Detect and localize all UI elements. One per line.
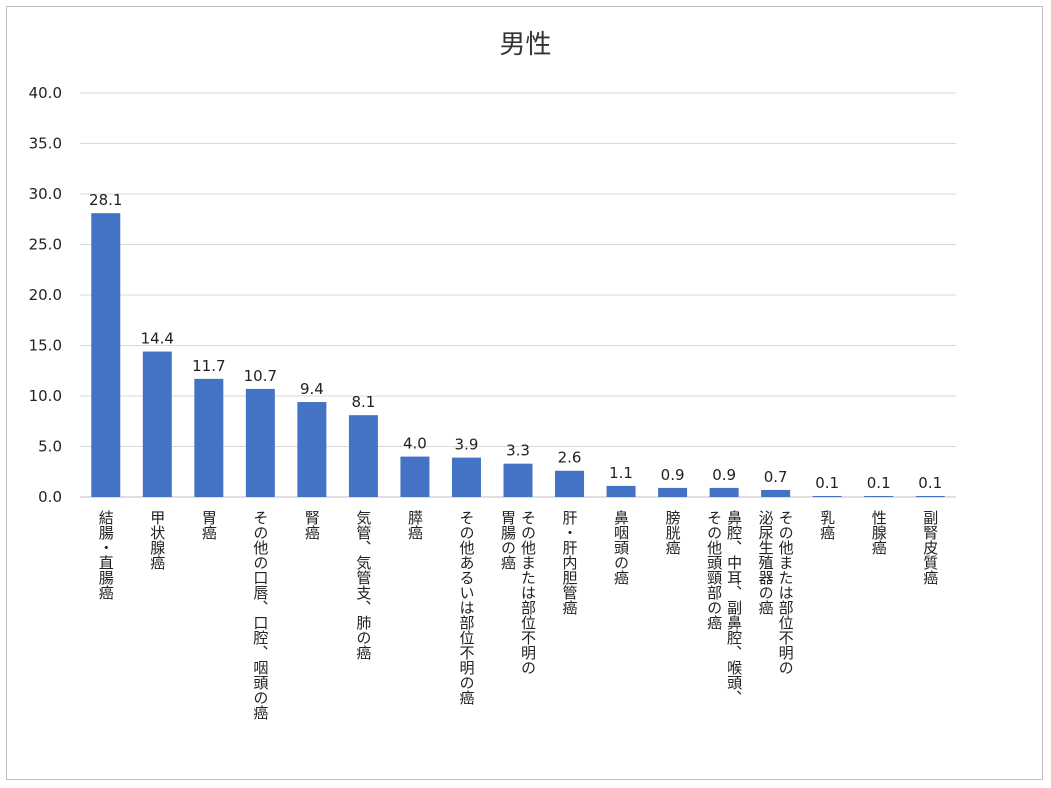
y-tick-label: 15.0 bbox=[29, 337, 62, 355]
bar bbox=[555, 470, 585, 497]
category-label: 膵癌 bbox=[406, 510, 424, 540]
category-label: その他あるいは部位不明の癌 bbox=[457, 510, 475, 705]
category-label: その他または部位不明の bbox=[519, 510, 537, 675]
y-tick-label: 5.0 bbox=[38, 438, 62, 456]
data-label: 10.7 bbox=[244, 367, 277, 385]
bar bbox=[194, 378, 224, 497]
data-label: 2.6 bbox=[558, 449, 582, 467]
y-tick-label: 10.0 bbox=[29, 387, 62, 405]
data-label: 4.0 bbox=[403, 435, 427, 453]
bar bbox=[451, 457, 481, 497]
bar bbox=[142, 351, 172, 497]
bar bbox=[658, 487, 688, 497]
category-label: 甲状腺癌 bbox=[148, 510, 166, 570]
category-label: 胃癌 bbox=[200, 510, 218, 540]
category-label: 膀胱癌 bbox=[664, 510, 682, 555]
y-tick-label: 35.0 bbox=[29, 135, 62, 153]
data-label: 1.1 bbox=[609, 464, 633, 482]
y-tick-label: 0.0 bbox=[38, 488, 62, 506]
category-label: その他または部位不明の bbox=[777, 510, 795, 675]
data-label: 3.9 bbox=[455, 436, 479, 454]
data-label: 14.4 bbox=[141, 330, 174, 348]
data-label: 8.1 bbox=[351, 393, 375, 411]
chart-title: 男性 bbox=[499, 30, 552, 60]
category-label: 気管、気管支、肺の癌 bbox=[354, 510, 372, 660]
category-label: 肝・肝内胆管癌 bbox=[561, 510, 579, 615]
y-tick-label: 40.0 bbox=[29, 84, 62, 102]
category-label: 性腺癌 bbox=[870, 510, 888, 555]
category-label: 腎癌 bbox=[303, 510, 321, 540]
data-labels: 28.1 14.4 11.7 10.7 9.4 8.1 4.0 3.9 3.3 2.6 1.1 0.9… bbox=[89, 191, 942, 492]
bar bbox=[915, 495, 945, 497]
data-label: 3.3 bbox=[506, 442, 530, 460]
data-label: 11.7 bbox=[192, 357, 225, 375]
data-label: 0.1 bbox=[867, 474, 891, 492]
data-label: 0.9 bbox=[712, 466, 736, 484]
category-label: 鼻咽頭の癌 bbox=[612, 510, 630, 585]
category-label: 胃腸の癌 bbox=[499, 510, 517, 570]
y-axis-ticks: 0.0 5.0 10.0 15.0 20.0 25.0 30.0 35.0 40.0 bbox=[29, 84, 62, 506]
category-label: 乳癌 bbox=[818, 510, 836, 540]
y-tick-label: 20.0 bbox=[29, 286, 62, 304]
data-label: 0.9 bbox=[661, 466, 685, 484]
bar bbox=[91, 213, 121, 497]
bar bbox=[400, 456, 430, 497]
category-label: 結腸・直腸癌 bbox=[97, 510, 115, 600]
bar bbox=[709, 487, 739, 497]
bars bbox=[91, 213, 945, 497]
category-label: 鼻腔、中耳、副鼻腔、喉頭、 bbox=[725, 510, 743, 705]
bar bbox=[761, 489, 791, 497]
bar bbox=[245, 388, 275, 497]
category-label: その他頭頸部の癌 bbox=[705, 510, 723, 630]
bar bbox=[812, 495, 842, 497]
data-label: 28.1 bbox=[89, 191, 122, 209]
data-label: 9.4 bbox=[300, 380, 324, 398]
bar bbox=[606, 485, 636, 497]
bar bbox=[348, 415, 378, 497]
category-label: 副腎皮質癌 bbox=[921, 510, 939, 585]
y-tick-label: 25.0 bbox=[29, 236, 62, 254]
bar bbox=[864, 495, 894, 497]
category-label: 泌尿生殖器の癌 bbox=[757, 510, 775, 615]
chart-frame bbox=[6, 6, 1043, 780]
gridlines bbox=[80, 92, 956, 498]
category-labels: 結腸・直腸癌 甲状腺癌 胃癌 その他の口唇、口腔、咽頭の癌 腎癌 気管、気管支、肺の癌 膵癌… bbox=[97, 510, 939, 720]
bar bbox=[503, 463, 533, 497]
data-label: 0.1 bbox=[918, 474, 942, 492]
data-label: 0.7 bbox=[764, 468, 788, 486]
bar bbox=[297, 402, 327, 497]
y-tick-label: 30.0 bbox=[29, 185, 62, 203]
data-label: 0.1 bbox=[815, 474, 839, 492]
category-label: その他の口唇、口腔、咽頭の癌 bbox=[251, 510, 269, 720]
